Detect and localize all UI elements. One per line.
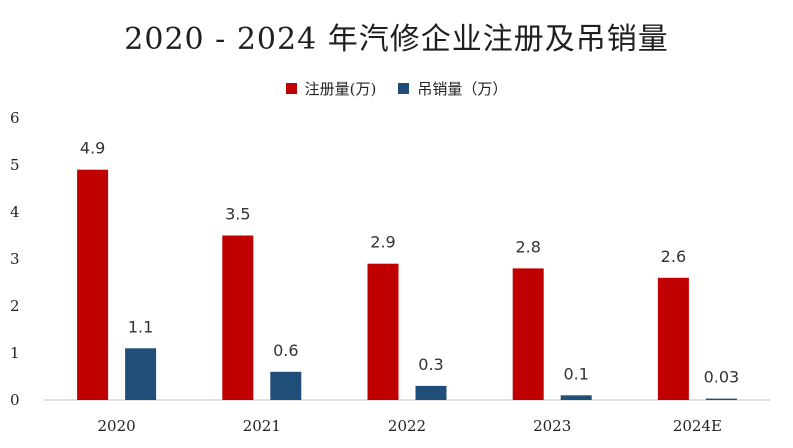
bar-revocations (270, 371, 302, 400)
y-tick-label: 6 (10, 109, 20, 127)
x-tick-label: 2021 (243, 417, 281, 435)
bar-revocations (125, 348, 157, 400)
x-tick-label: 2023 (533, 417, 571, 435)
legend-label-registrations: 注册量(万) (304, 80, 377, 98)
data-label: 2.6 (661, 247, 686, 266)
data-label: 2.8 (515, 237, 540, 256)
data-label: 0.1 (563, 364, 588, 383)
data-label: 1.1 (128, 317, 153, 336)
bar-registrations (367, 263, 399, 400)
y-tick-label: 1 (10, 344, 20, 362)
y-tick-label: 2 (10, 297, 20, 315)
legend-swatch-registrations (285, 83, 297, 94)
legend-swatch-revocations (398, 83, 410, 94)
bar-registrations (77, 169, 109, 400)
data-label: 0.6 (273, 341, 298, 360)
data-label: 2.9 (370, 233, 395, 252)
y-tick-label: 5 (10, 156, 20, 174)
data-label: 4.9 (80, 139, 105, 158)
bar-revocations (560, 395, 592, 400)
bar-registrations (512, 268, 544, 400)
x-tick-label: 2020 (98, 417, 136, 435)
legend: 注册量(万) 吊销量（万） (0, 78, 793, 99)
y-tick-label: 3 (10, 250, 20, 268)
x-tick-label: 2024E (673, 417, 722, 435)
data-label: 0.03 (704, 368, 740, 387)
data-label: 3.5 (225, 205, 250, 224)
bar-registrations (657, 277, 689, 400)
legend-item-revocations: 吊销量（万） (398, 78, 507, 99)
y-tick-label: 4 (10, 203, 20, 221)
chart-title: 2020 - 2024 年汽修企业注册及吊销量 (124, 22, 669, 57)
x-tick-label: 2022 (388, 417, 426, 435)
bar-revocations (705, 398, 737, 400)
legend-item-registrations: 注册量(万) (285, 78, 377, 99)
y-tick-label: 0 (10, 391, 20, 409)
bar-revocations (415, 385, 447, 400)
data-label: 0.3 (418, 355, 443, 374)
legend-label-revocations: 吊销量（万） (417, 80, 508, 98)
bar-registrations (222, 235, 254, 400)
